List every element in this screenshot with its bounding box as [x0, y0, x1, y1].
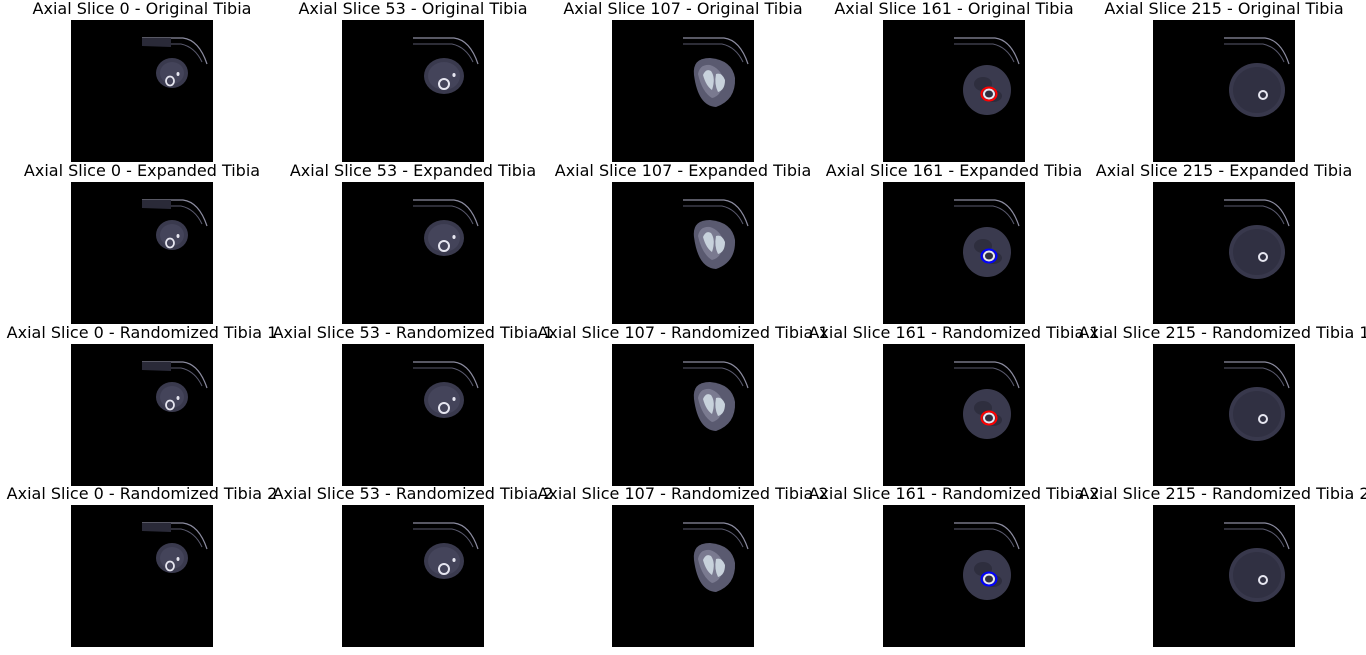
- panel-title: Axial Slice 0 - Randomized Tibia 1: [6, 323, 278, 342]
- ct-slice-panel: [342, 20, 484, 162]
- ct-slice-panel: [71, 20, 213, 162]
- ct-slice-panel: [1153, 344, 1295, 486]
- panel-title: Axial Slice 0 - Expanded Tibia: [23, 161, 261, 180]
- ct-slice-image: [612, 20, 754, 162]
- ct-slice-panel: [1153, 20, 1295, 162]
- ct-slice-image: [1153, 505, 1295, 647]
- ct-slice-image: [342, 182, 484, 324]
- panel-title: Axial Slice 0 - Randomized Tibia 2: [6, 484, 278, 503]
- panel-title: Axial Slice 215 - Randomized Tibia 1: [1078, 323, 1366, 342]
- panel-title: Axial Slice 107 - Original Tibia: [563, 0, 803, 18]
- ct-slice-panel: [883, 344, 1025, 486]
- ct-slice-panel: [1153, 505, 1295, 647]
- ct-slice-panel: [883, 182, 1025, 324]
- panel-title: Axial Slice 107 - Randomized Tibia 2: [537, 484, 829, 503]
- panel-title: Axial Slice 107 - Randomized Tibia 1: [537, 323, 829, 342]
- panel-title: Axial Slice 161 - Original Tibia: [834, 0, 1074, 18]
- ct-slice-panel: [342, 505, 484, 647]
- ct-slice-panel: [883, 20, 1025, 162]
- ct-slice-image: [71, 344, 213, 486]
- ct-slice-panel: [883, 505, 1025, 647]
- ct-slice-panel: [612, 182, 754, 324]
- panel-title: Axial Slice 107 - Expanded Tibia: [554, 161, 812, 180]
- panel-title: Axial Slice 215 - Expanded Tibia: [1095, 161, 1353, 180]
- ct-slice-image: [342, 505, 484, 647]
- panel-title: Axial Slice 161 - Expanded Tibia: [825, 161, 1083, 180]
- ct-slice-image: [1153, 182, 1295, 324]
- ct-slice-image: [342, 344, 484, 486]
- ct-slice-panel: [612, 20, 754, 162]
- ct-slice-image: [612, 344, 754, 486]
- ct-slice-panel: [612, 344, 754, 486]
- ct-slice-image: [1153, 20, 1295, 162]
- panel-title: Axial Slice 53 - Randomized Tibia 2: [272, 484, 554, 503]
- ct-slice-image: [1153, 344, 1295, 486]
- ct-slice-panel: [71, 505, 213, 647]
- ct-slice-image: [71, 505, 213, 647]
- panel-title: Axial Slice 215 - Randomized Tibia 2: [1078, 484, 1366, 503]
- ct-slice-image: [612, 182, 754, 324]
- ct-slice-panel: [71, 182, 213, 324]
- ct-slice-panel: [1153, 182, 1295, 324]
- ct-slice-panel: [342, 344, 484, 486]
- ct-slice-image: [883, 505, 1025, 647]
- ct-slice-image: [883, 344, 1025, 486]
- panel-title: Axial Slice 161 - Randomized Tibia 2: [808, 484, 1100, 503]
- ct-slice-image: [612, 505, 754, 647]
- ct-slice-image: [342, 20, 484, 162]
- ct-slice-image: [883, 182, 1025, 324]
- panel-title: Axial Slice 53 - Randomized Tibia 1: [272, 323, 554, 342]
- panel-title: Axial Slice 53 - Original Tibia: [298, 0, 528, 18]
- ct-slice-image: [71, 20, 213, 162]
- panel-title: Axial Slice 161 - Randomized Tibia 1: [808, 323, 1100, 342]
- ct-slice-panel: [71, 344, 213, 486]
- ct-slice-image: [71, 182, 213, 324]
- panel-title: Axial Slice 215 - Original Tibia: [1104, 0, 1344, 18]
- panel-title: Axial Slice 0 - Original Tibia: [32, 0, 252, 18]
- ct-slice-image: [883, 20, 1025, 162]
- panel-title: Axial Slice 53 - Expanded Tibia: [289, 161, 537, 180]
- ct-slice-panel: [612, 505, 754, 647]
- ct-slice-panel: [342, 182, 484, 324]
